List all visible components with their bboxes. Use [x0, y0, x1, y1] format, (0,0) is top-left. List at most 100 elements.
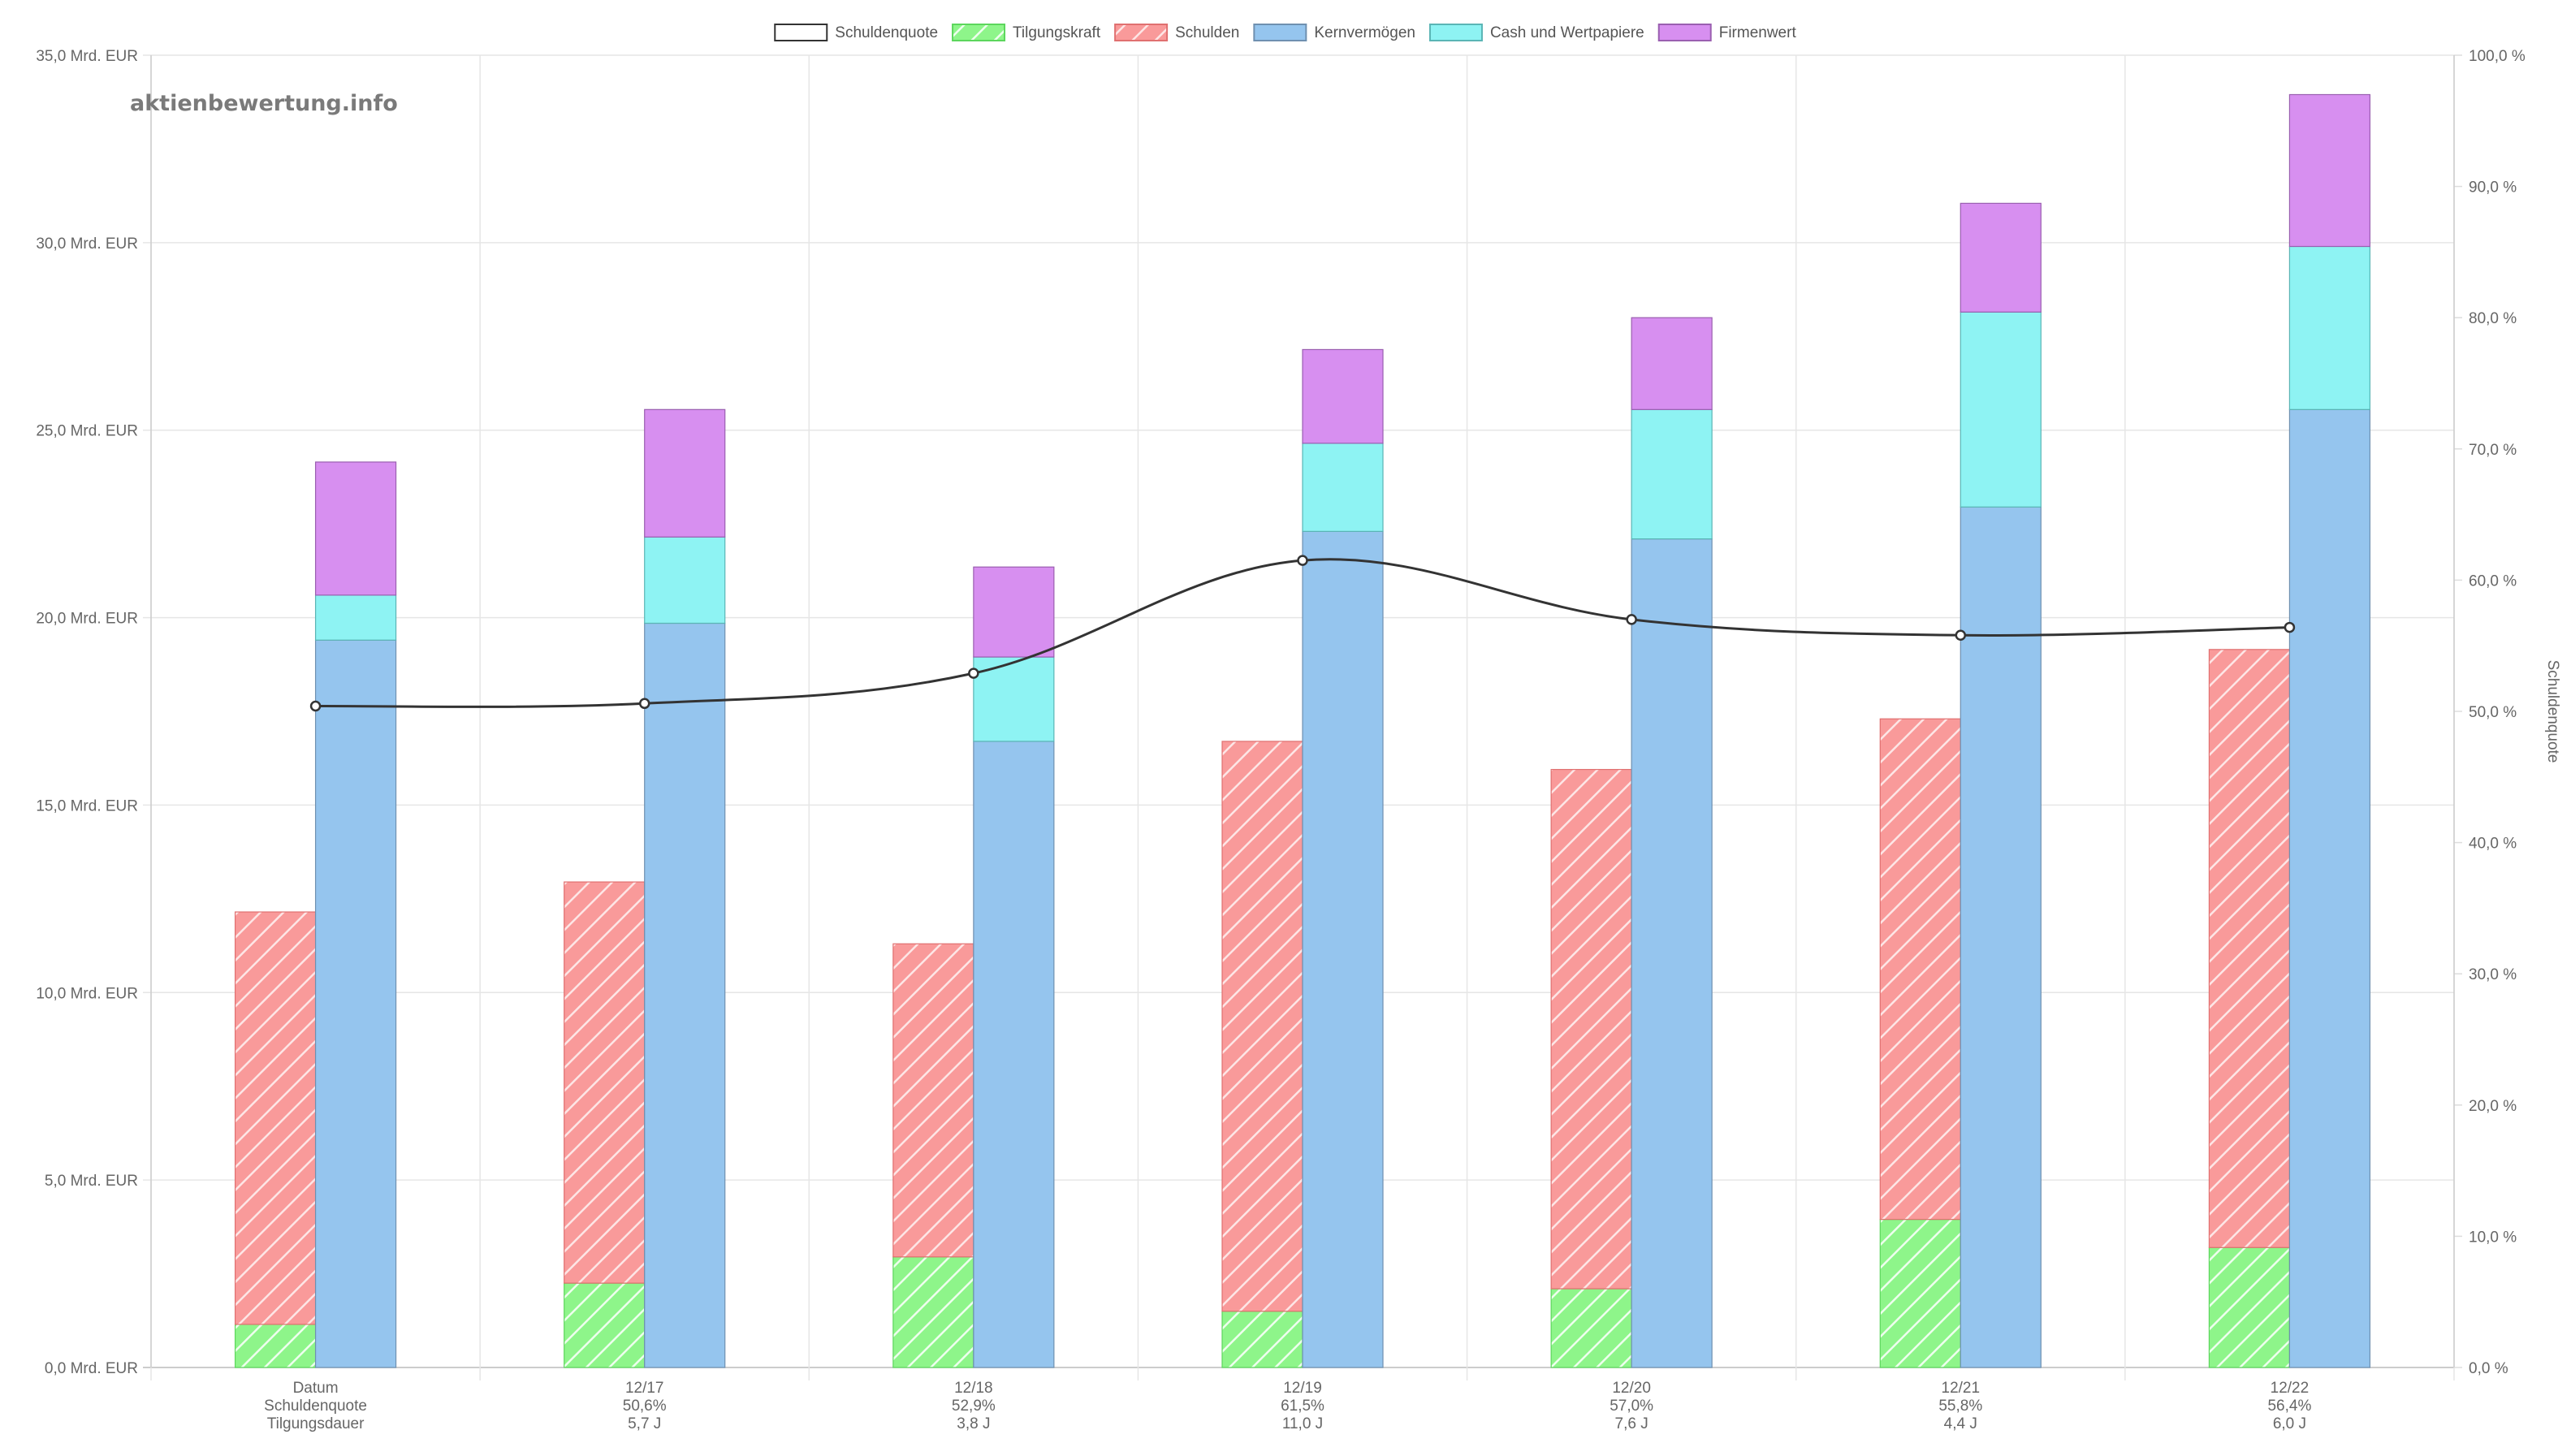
x-tick-label: 12/18 — [954, 1380, 993, 1397]
bar-cash-und-wertpapiere — [644, 536, 726, 624]
bar-kernverm-gen — [1631, 538, 1713, 1368]
x-tick-label: 57,0% — [1610, 1398, 1653, 1415]
bar-cash-und-wertpapiere — [2288, 245, 2371, 410]
bars — [234, 93, 2371, 1368]
y-right-tick-label: 80,0 % — [2469, 310, 2517, 327]
bar-kernverm-gen — [1960, 506, 2042, 1368]
legend-swatch-kernverm-gen — [1253, 24, 1307, 41]
bar-kernverm-gen — [1302, 530, 1384, 1368]
schuldenquote-point — [968, 668, 979, 679]
x-tick-label: 12/19 — [1283, 1380, 1322, 1397]
schuldenquote-point — [1626, 614, 1637, 625]
x-tick-label: 61,5% — [1281, 1398, 1324, 1415]
bar-firmenwert — [314, 461, 397, 596]
bar-schulden — [1221, 741, 1303, 1312]
x-tick-label: 12/21 — [1942, 1380, 1981, 1397]
y-right-tick-label: 60,0 % — [2469, 572, 2517, 590]
x-tick-label: 56,4% — [2267, 1398, 2311, 1415]
schuldenquote-point — [1955, 629, 1967, 642]
legend-swatch-tilgungskraft — [952, 24, 1006, 41]
bar-tilgungskraft — [2208, 1246, 2291, 1368]
legend-swatch-firmenwert — [1657, 24, 1712, 41]
schuldenquote-point — [1297, 555, 1308, 566]
y-right-tick-label: 90,0 % — [2469, 179, 2517, 197]
x-tick-label: 6,0 J — [2273, 1415, 2306, 1432]
x-tick-label: 50,6% — [623, 1398, 667, 1415]
bar-tilgungskraft — [234, 1324, 317, 1368]
legend-label-cash-und-wertpapiere: Cash und Wertpapiere — [1490, 24, 1644, 41]
bar-kernverm-gen — [973, 741, 1055, 1368]
bar-firmenwert — [1302, 348, 1384, 444]
bar-tilgungskraft — [892, 1256, 974, 1368]
watermark: aktienbewertung.info — [130, 91, 398, 116]
schuldenquote-point — [638, 698, 650, 710]
bar-cash-und-wertpapiere — [1631, 408, 1713, 540]
x-tick-label: 12/20 — [1612, 1380, 1651, 1397]
y-right-tick-label: 70,0 % — [2469, 442, 2517, 459]
legend-swatch-cash-und-wertpapiere — [1428, 24, 1483, 41]
schuldenquote-line — [309, 555, 2296, 712]
y-left-tick-label: 0,0 Mrd. EUR — [45, 1360, 138, 1377]
y-right-tick-label: 50,0 % — [2469, 704, 2517, 721]
legend-label-kernverm-gen: Kernvermögen — [1314, 24, 1415, 41]
y-left-tick-label: 25,0 Mrd. EUR — [36, 423, 138, 440]
bar-cash-und-wertpapiere — [1302, 443, 1384, 532]
bar-firmenwert — [644, 408, 726, 538]
y-left-tick-label: 15,0 Mrd. EUR — [36, 797, 138, 814]
legend-swatch-schuldenquote — [774, 24, 828, 41]
x-tick-label: Datum — [293, 1380, 339, 1397]
schuldenquote-point — [309, 700, 322, 712]
bar-tilgungskraft — [1221, 1311, 1303, 1368]
bar-firmenwert — [1960, 202, 2042, 313]
bar-cash-und-wertpapiere — [1960, 311, 2042, 508]
y-right-tick-label: 20,0 % — [2469, 1098, 2517, 1115]
bar-cash-und-wertpapiere — [314, 594, 397, 641]
bar-schulden — [234, 911, 317, 1325]
legend-label-firmenwert: Firmenwert — [1719, 24, 1797, 41]
bar-schulden — [1550, 768, 1632, 1290]
legend-swatch-schulden — [1114, 24, 1169, 41]
bar-firmenwert — [2288, 93, 2371, 248]
y-left-tick-label: 30,0 Mrd. EUR — [36, 235, 138, 253]
schuldenquote-point — [2284, 621, 2296, 633]
y-right-tick-label: 100,0 % — [2469, 48, 2526, 65]
x-tick-label: 55,8% — [1938, 1398, 1982, 1415]
x-tick-label: 3,8 J — [957, 1415, 990, 1432]
bar-firmenwert — [1631, 317, 1713, 410]
y-left-tick-label: 10,0 Mrd. EUR — [36, 985, 138, 1002]
legend: Schuldenquote Tilgungskraft Schulden Kernve… — [774, 24, 1797, 41]
bar-schulden — [2208, 649, 2291, 1248]
bar-schulden — [892, 943, 974, 1258]
bar-kernverm-gen — [314, 639, 397, 1368]
y-left-tick-label: 20,0 Mrd. EUR — [36, 611, 138, 628]
bar-schulden — [564, 881, 646, 1284]
x-tick-label: 5,7 J — [628, 1415, 661, 1432]
legend-label-schulden: Schulden — [1175, 24, 1239, 41]
x-tick-label: 12/17 — [625, 1380, 664, 1397]
x-tick-label: 7,6 J — [1615, 1415, 1648, 1432]
y-right-axis-title: Schuldenquote — [2544, 660, 2561, 763]
legend-label-tilgungskraft: Tilgungskraft — [1013, 24, 1101, 41]
bar-kernverm-gen — [644, 622, 726, 1368]
bar-tilgungskraft — [1550, 1288, 1632, 1368]
y-right-tick-label: 30,0 % — [2469, 966, 2517, 983]
x-tick-label: 12/22 — [2271, 1380, 2310, 1397]
x-tick-label: 4,4 J — [1944, 1415, 1977, 1432]
y-left-tick-label: 5,0 Mrd. EUR — [45, 1173, 138, 1190]
y-right-tick-label: 10,0 % — [2469, 1229, 2517, 1246]
bar-kernverm-gen — [2288, 408, 2371, 1368]
y-right-tick-label: 0,0 % — [2469, 1360, 2508, 1377]
x-tick-label: 52,9% — [952, 1398, 996, 1415]
y-right-tick-label: 40,0 % — [2469, 836, 2517, 853]
bar-schulden — [1879, 718, 1961, 1221]
x-tick-label: Tilgungsdauer — [267, 1415, 365, 1432]
bar-tilgungskraft — [1879, 1219, 1961, 1368]
bar-firmenwert — [973, 566, 1055, 658]
bar-tilgungskraft — [564, 1282, 646, 1368]
x-tick-label: Schuldenquote — [264, 1398, 367, 1415]
y-left-tick-label: 35,0 Mrd. EUR — [36, 48, 138, 65]
x-tick-label: 11,0 J — [1282, 1415, 1323, 1432]
axes: 0,0 Mrd. EUR 5,0 Mrd. EUR 10,0 Mrd. EUR 15,… — [36, 48, 2561, 1432]
legend-label-schuldenquote: Schuldenquote — [835, 24, 938, 41]
